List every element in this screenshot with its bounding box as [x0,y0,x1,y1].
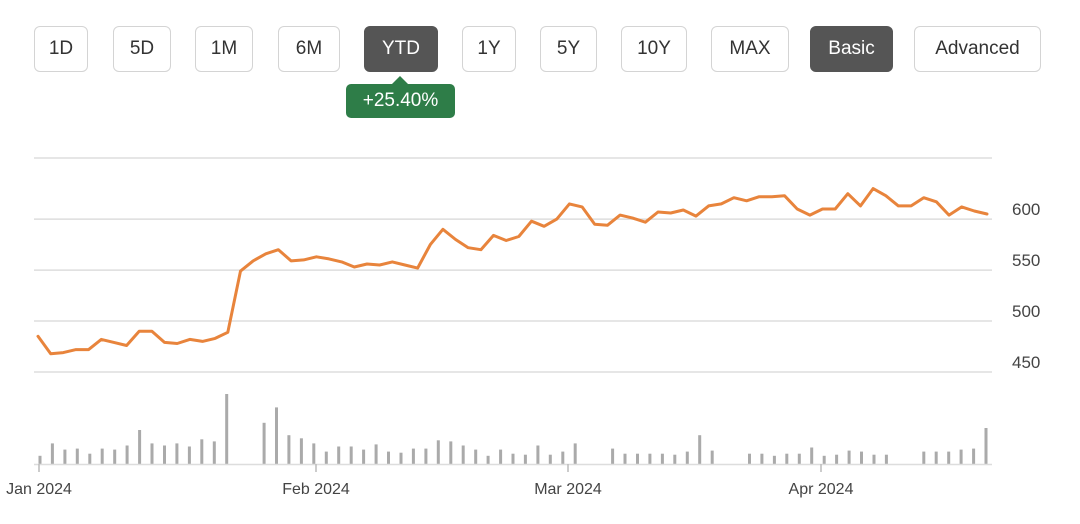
change-badge: +25.40% [346,76,455,118]
volume-bar [75,448,79,464]
volume-bar [835,454,839,464]
volume-bar [573,443,577,464]
volume-bar [947,451,951,464]
volume-bar [50,443,54,464]
volume-bar [474,449,478,464]
volume-bar [984,428,988,464]
range-button-6m[interactable]: 6M [278,26,340,72]
volume-bar [685,451,689,464]
volume-bar [299,438,303,464]
range-button-5d[interactable]: 5D [113,26,171,72]
volume-bar [511,453,515,464]
volume-bar [138,430,142,464]
volume-bar [710,450,714,464]
volume-bar [934,451,938,464]
volume-bar [163,445,166,464]
volume-bar [187,446,191,464]
x-tick-label: Apr 2024 [789,481,854,498]
volume-bar [611,448,615,464]
volume-bar [200,439,204,464]
volume-bar [362,449,366,464]
range-button-max[interactable]: MAX [711,26,789,72]
volume-bar [698,435,702,464]
price-line [36,187,989,356]
volume-bar [486,455,490,464]
x-tick-label: Mar 2024 [534,481,602,498]
volume-bar [436,440,440,464]
volume-bar [972,448,976,464]
volume-bar [860,451,863,464]
volume-bar [561,451,565,464]
volume-bar [411,448,415,464]
x-tick-label: Feb 2024 [282,481,350,498]
volume-bar [673,454,677,464]
volume-bar [461,445,465,464]
volume-bar [100,448,104,464]
volume-bar [636,453,639,464]
range-selector: 1D 5D 1M 6M YTD 1Y 5Y 10Y MAX Basic Adva… [0,26,1080,74]
volume-bar [225,394,229,464]
volume-bar [262,422,266,464]
volume-bar [810,447,814,464]
volume-bar [660,453,664,464]
y-tick-label: 450 [1012,353,1040,372]
volume-bar [337,446,341,464]
range-button-10y[interactable]: 10Y [621,26,687,72]
volume-bar [175,443,179,464]
mode-button-basic[interactable]: Basic [810,26,893,72]
volume-bar [772,455,776,464]
volume-bar [884,454,888,464]
volume-bar [797,453,801,464]
volume-bar [63,449,67,464]
mode-button-advanced[interactable]: Advanced [914,26,1041,72]
range-button-1m[interactable]: 1M [195,26,253,72]
range-button-1d[interactable]: 1D [34,26,88,72]
volume-bar [872,454,876,464]
volume-bar [760,453,764,464]
volume-bar [648,453,652,464]
volume-bar [349,446,353,464]
range-button-5y[interactable]: 5Y [540,26,597,72]
y-tick-label: 600 [1012,200,1040,219]
volume-bar [748,453,751,464]
volume-bar [623,453,627,464]
volume-bar [287,435,291,464]
grid-lines [34,157,992,373]
volume-bar [959,449,963,464]
y-tick-label: 500 [1012,302,1040,321]
volume-bar [785,453,789,464]
volume-bar [275,407,278,464]
volume-bar [399,452,403,464]
volume-bar [212,441,216,464]
x-axis: Jan 2024 Feb 2024 Mar 2024 Apr 2024 [6,463,992,498]
volume-bar [847,450,851,464]
range-button-1y[interactable]: 1Y [462,26,516,72]
volume-bar [125,445,129,464]
volume-bar [536,445,540,464]
volume-bar [424,448,428,464]
volume-bar [312,443,316,464]
volume-bar [449,441,453,464]
volume-bars [38,394,988,464]
range-button-ytd[interactable]: YTD [364,26,438,72]
y-tick-label: 550 [1012,251,1040,270]
volume-bar [324,451,328,464]
volume-bar [822,455,826,464]
volume-bar [113,449,117,464]
volume-bar [150,443,154,464]
volume-bar [548,454,552,464]
volume-bar [374,444,378,464]
y-axis-ticks: 450 500 550 600 [1012,200,1040,372]
x-tick-label: Jan 2024 [6,481,72,498]
volume-bar [499,449,503,464]
volume-bar [523,454,527,464]
volume-bar [387,451,390,464]
volume-bar [88,453,92,464]
volume-bar [922,451,926,464]
volume-bar [38,455,42,464]
